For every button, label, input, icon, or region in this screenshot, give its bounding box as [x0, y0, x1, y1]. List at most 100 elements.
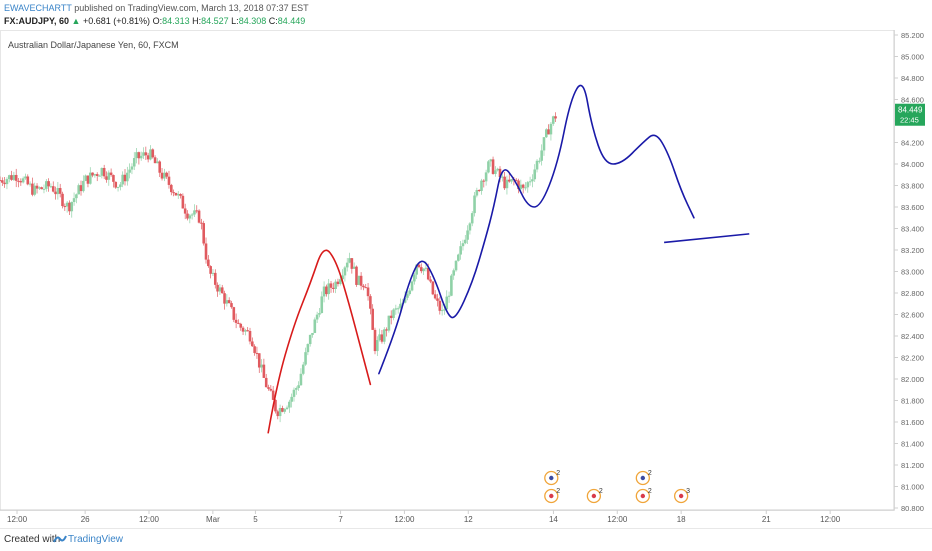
candle [466, 230, 469, 240]
x-tick-label: 5 [253, 515, 258, 524]
candle [473, 195, 476, 214]
candle [278, 407, 282, 417]
candle [498, 168, 502, 178]
candle [109, 172, 113, 176]
candle [362, 285, 365, 288]
candle [443, 309, 446, 311]
candle [253, 346, 256, 353]
candle [123, 174, 127, 182]
candle [376, 340, 379, 352]
candle [264, 377, 268, 388]
candle [299, 373, 303, 386]
candle [489, 159, 493, 162]
candle [70, 202, 74, 212]
candle [459, 246, 462, 255]
high-value: 84.527 [201, 16, 229, 26]
candle [457, 254, 460, 261]
tradingview-brand-link[interactable]: TradingView [68, 534, 124, 545]
candle [429, 279, 432, 282]
candle [494, 170, 497, 174]
candle [325, 286, 328, 295]
candle [271, 390, 275, 400]
candle [355, 266, 358, 285]
candle [519, 184, 523, 190]
candle [422, 268, 425, 272]
candle [524, 187, 527, 189]
candle [554, 116, 557, 119]
candle [262, 364, 266, 378]
x-tick-label: 7 [338, 515, 343, 524]
candle [142, 152, 145, 156]
candle [424, 267, 428, 269]
candle [281, 407, 284, 412]
candle [320, 296, 324, 314]
candle [276, 411, 280, 417]
candle [35, 185, 39, 189]
candle [102, 167, 106, 177]
candle [366, 287, 370, 297]
candle [461, 243, 465, 247]
candle [403, 297, 407, 303]
candle [463, 239, 467, 244]
candle [540, 150, 543, 161]
candle [213, 272, 217, 285]
candle [452, 270, 456, 276]
candle [274, 399, 277, 412]
blue-target-line[interactable] [664, 233, 750, 244]
candle [44, 181, 48, 189]
candle [230, 303, 233, 308]
y-tick-label: 82.200 [901, 354, 924, 363]
candle [42, 188, 46, 190]
candle [345, 262, 349, 268]
candle [218, 287, 222, 292]
y-tick-label: 84.000 [901, 160, 924, 169]
candle [47, 181, 50, 187]
candle [438, 300, 442, 311]
y-tick-label: 80.800 [901, 504, 924, 513]
candle [160, 172, 164, 179]
x-tick-label: 21 [762, 515, 771, 524]
candle [130, 166, 134, 170]
symbol-label: FX:AUDJPY, 60 [4, 16, 70, 26]
candle [139, 155, 143, 159]
candle [126, 172, 129, 182]
candle [26, 176, 30, 185]
candle [531, 179, 534, 182]
candle [183, 208, 187, 214]
candle [364, 287, 368, 289]
candle [475, 189, 479, 196]
close-value: 84.449 [277, 16, 306, 26]
candle [341, 275, 344, 280]
candle [480, 180, 483, 191]
candle [158, 161, 162, 173]
candle [220, 287, 224, 294]
candle [10, 175, 13, 180]
publish-header: EWAVECHARTT published on TradingView.com… [0, 0, 932, 30]
candle [202, 223, 206, 244]
candle [190, 214, 194, 216]
candle [419, 267, 423, 272]
candle [491, 159, 495, 174]
candle [343, 267, 347, 276]
x-tick-label: 14 [549, 515, 558, 524]
candle [75, 194, 78, 199]
candle [51, 186, 55, 192]
candle [107, 172, 111, 180]
candle [521, 184, 525, 188]
candle [121, 174, 124, 185]
candle [301, 364, 305, 374]
candle [544, 129, 548, 138]
blue-wave-projection[interactable] [378, 84, 695, 375]
author-link[interactable]: EWAVECHARTT [4, 3, 72, 13]
candle [329, 283, 333, 288]
x-tick-label: 12:00 [820, 515, 841, 524]
candle [144, 152, 148, 156]
candle [292, 389, 296, 397]
candle [371, 308, 374, 330]
candle [357, 275, 361, 285]
candle [86, 175, 90, 184]
x-tick-label: 12:00 [607, 515, 628, 524]
candle [246, 330, 249, 332]
red-wave-drawing[interactable] [267, 249, 372, 434]
